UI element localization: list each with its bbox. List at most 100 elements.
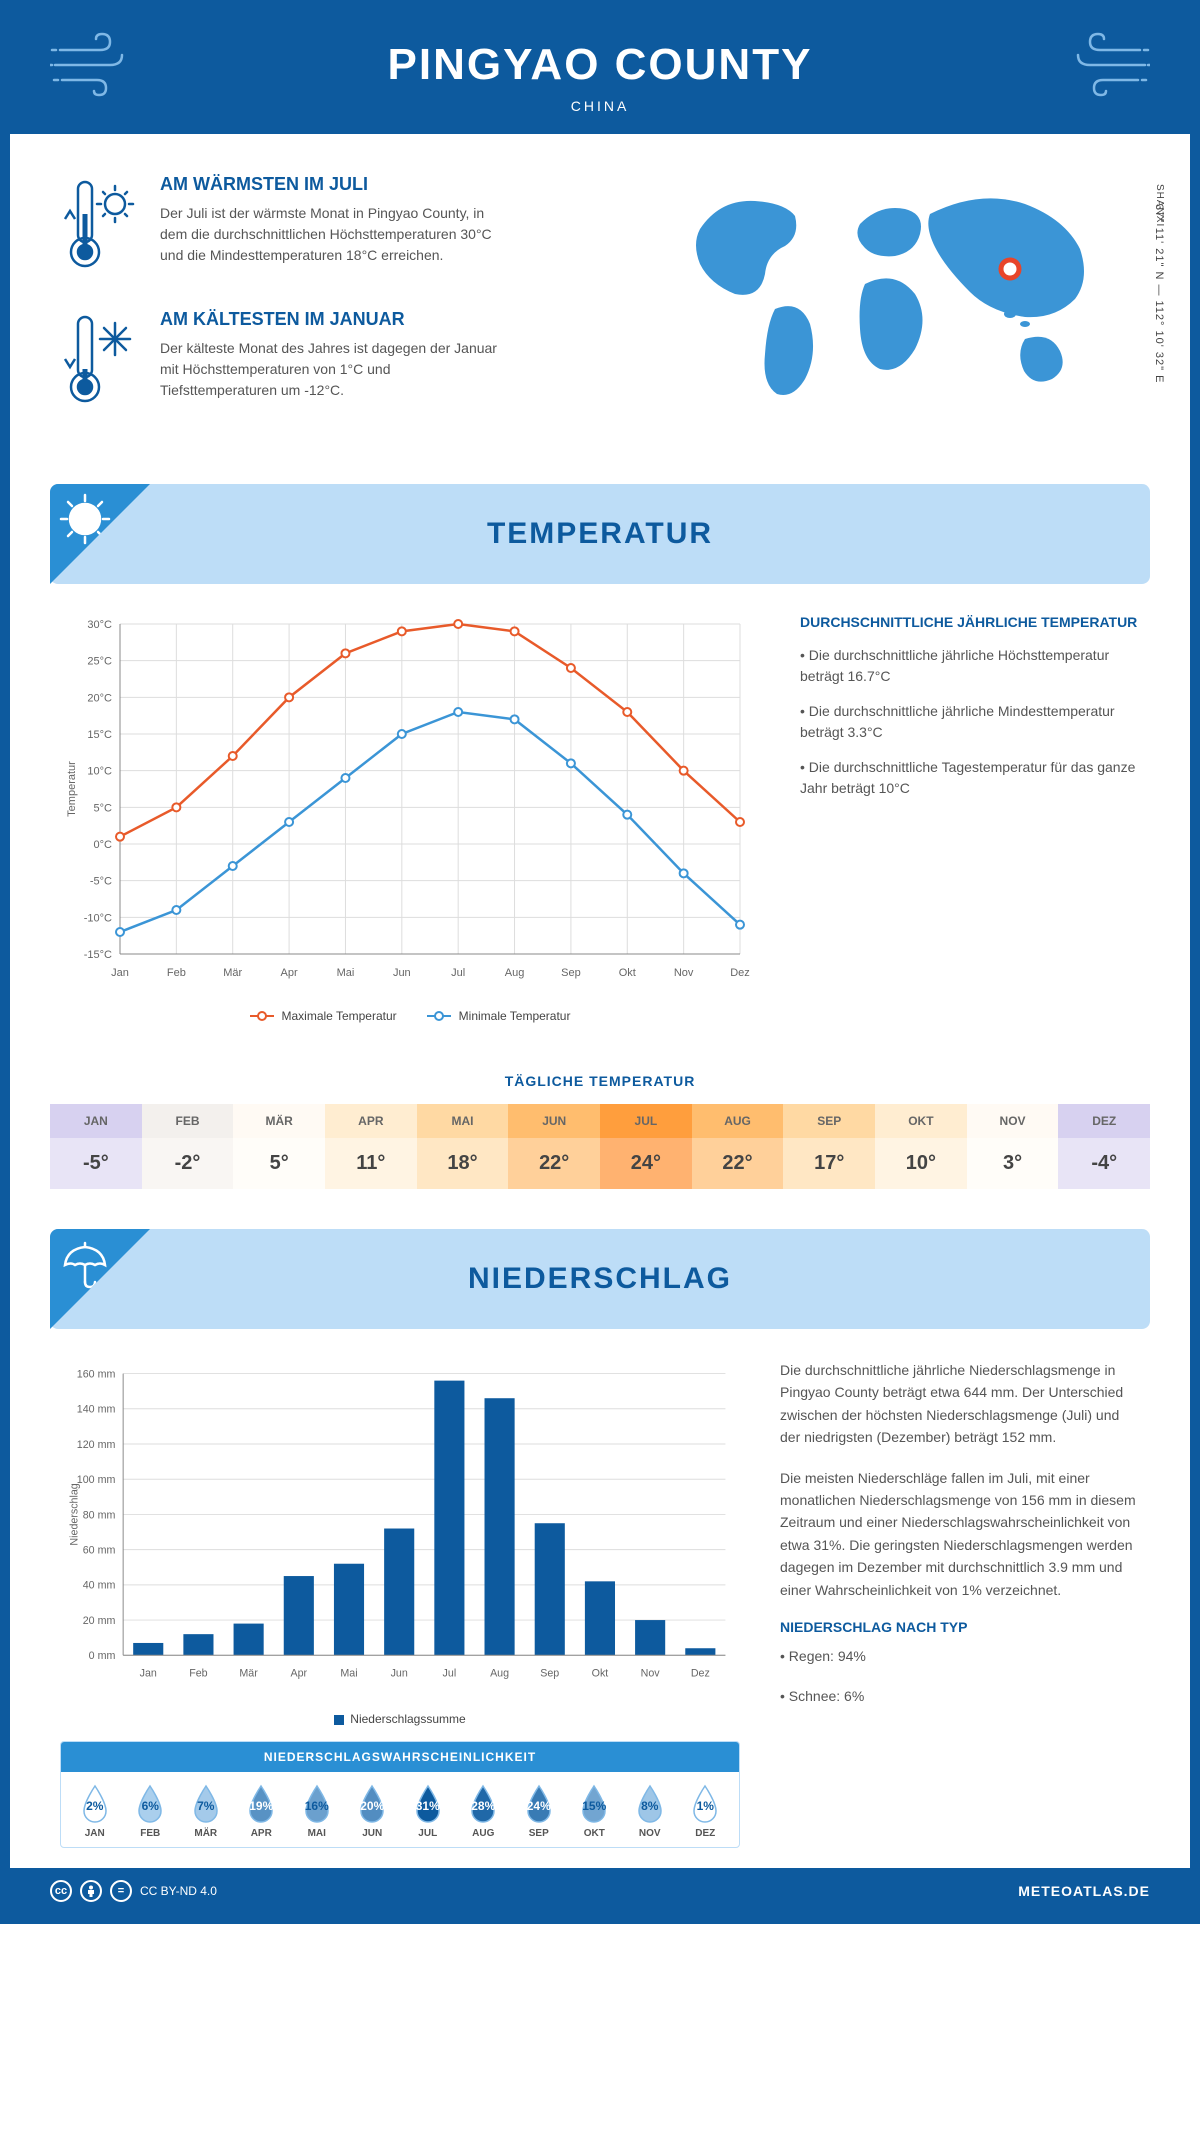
svg-text:Jun: Jun [391, 1668, 408, 1680]
daily-cell: SEP 17° [783, 1104, 875, 1189]
by-icon [80, 1880, 102, 1902]
chart-legend: Maximale Temperatur Minimale Temperatur [60, 1009, 760, 1023]
svg-text:Jul: Jul [451, 967, 465, 979]
raindrop-icon: 1% [690, 1784, 720, 1824]
raindrop-icon: 15% [579, 1784, 609, 1824]
svg-text:Dez: Dez [691, 1668, 710, 1680]
info-text: Die meisten Niederschläge fallen im Juli… [780, 1467, 1140, 1601]
svg-text:-15°C: -15°C [84, 949, 112, 961]
svg-text:Jan: Jan [140, 1668, 157, 1680]
svg-text:Jan: Jan [111, 967, 129, 979]
prob-cell: 24% SEP [511, 1784, 567, 1839]
svg-text:15°C: 15°C [87, 729, 112, 741]
svg-text:-10°C: -10°C [84, 912, 112, 924]
daily-cell: DEZ -4° [1058, 1104, 1150, 1189]
svg-text:80 mm: 80 mm [83, 1509, 116, 1521]
footer: cc = CC BY-ND 4.0 METEOATLAS.DE [10, 1868, 1190, 1914]
daily-cell: JUL 24° [600, 1104, 692, 1189]
daily-cell: JUN 22° [508, 1104, 600, 1189]
svg-text:Temperatur: Temperatur [66, 761, 78, 817]
svg-text:0 mm: 0 mm [89, 1650, 116, 1662]
info-bullet: • Die durchschnittliche Tagestemperatur … [800, 757, 1140, 799]
svg-text:25°C: 25°C [87, 656, 112, 668]
svg-text:Jun: Jun [393, 967, 411, 979]
fact-text: Der kälteste Monat des Jahres ist dagege… [160, 338, 500, 401]
section-title: TEMPERATUR [487, 517, 713, 551]
info-heading: NIEDERSCHLAG NACH TYP [780, 1619, 1140, 1635]
prob-cell: 1% DEZ [678, 1784, 734, 1839]
svg-text:10°C: 10°C [87, 766, 112, 778]
precipitation-info: Die durchschnittliche jährliche Niedersc… [780, 1359, 1140, 1848]
precipitation-chart: 0 mm20 mm40 mm60 mm80 mm100 mm120 mm140 … [60, 1359, 740, 1699]
svg-text:Aug: Aug [490, 1668, 509, 1680]
svg-text:100 mm: 100 mm [77, 1474, 116, 1486]
temperature-info: DURCHSCHNITTLICHE JÄHRLICHE TEMPERATUR •… [800, 614, 1140, 1023]
svg-text:20°C: 20°C [87, 692, 112, 704]
precip-probability-table: NIEDERSCHLAGSWAHRSCHEINLICHKEIT 2% JAN 6… [60, 1741, 740, 1848]
prob-cell: 7% MÄR [178, 1784, 234, 1839]
svg-text:140 mm: 140 mm [77, 1404, 116, 1416]
info-bullet: • Die durchschnittliche jährliche Höchst… [800, 645, 1140, 687]
section-title: NIEDERSCHLAG [468, 1262, 732, 1296]
daily-temp-heading: TÄGLICHE TEMPERATUR [10, 1073, 1190, 1089]
temperature-chart: -15°C-10°C-5°C0°C5°C10°C15°C20°C25°C30°C… [60, 614, 760, 1023]
svg-text:Nov: Nov [641, 1668, 661, 1680]
svg-text:Mai: Mai [340, 1668, 357, 1680]
license: cc = CC BY-ND 4.0 [50, 1880, 217, 1902]
raindrop-icon: 16% [302, 1784, 332, 1824]
prob-cell: 8% NOV [622, 1784, 678, 1839]
daily-cell: NOV 3° [967, 1104, 1059, 1189]
raindrop-icon: 28% [468, 1784, 498, 1824]
svg-text:Okt: Okt [592, 1668, 609, 1680]
svg-text:40 mm: 40 mm [83, 1580, 116, 1592]
svg-text:Feb: Feb [189, 1668, 207, 1680]
fact-coldest: AM KÄLTESTEN IM JANUAR Der kälteste Mona… [60, 309, 630, 414]
svg-text:Nov: Nov [674, 967, 694, 979]
prob-cell: 16% MAI [289, 1784, 345, 1839]
svg-text:Feb: Feb [167, 967, 186, 979]
header: PINGYAO COUNTY CHINA [10, 10, 1190, 134]
svg-text:Jul: Jul [443, 1668, 457, 1680]
info-bullet: • Die durchschnittliche jährliche Mindes… [800, 701, 1140, 743]
fact-heading: AM WÄRMSTEN IM JULI [160, 174, 500, 195]
svg-text:160 mm: 160 mm [77, 1368, 116, 1380]
svg-text:Mai: Mai [337, 967, 355, 979]
svg-text:Apr: Apr [281, 967, 298, 979]
chart-legend: Niederschlagssumme [60, 1712, 740, 1726]
daily-temp-table: JAN -5° FEB -2° MÄR 5° APR 11° MAI 18° J… [50, 1104, 1150, 1189]
coordinates: 37° 11' 21" N — 112° 10' 32" E [1153, 204, 1165, 383]
svg-text:0°C: 0°C [94, 839, 113, 851]
fact-warmest: AM WÄRMSTEN IM JULI Der Juli ist der wär… [60, 174, 630, 279]
raindrop-icon: 6% [135, 1784, 165, 1824]
thermometer-snow-icon [60, 309, 140, 414]
svg-text:120 mm: 120 mm [77, 1439, 116, 1451]
raindrop-icon: 31% [413, 1784, 443, 1824]
thermometer-sun-icon [60, 174, 140, 279]
info-bullet: • Regen: 94% [780, 1645, 1140, 1667]
info-text: Die durchschnittliche jährliche Niedersc… [780, 1359, 1140, 1449]
svg-text:-5°C: -5°C [90, 876, 112, 888]
daily-cell: MAI 18° [417, 1104, 509, 1189]
sun-icon [58, 492, 113, 547]
wind-icon [50, 30, 150, 105]
info-heading: DURCHSCHNITTLICHE JÄHRLICHE TEMPERATUR [800, 614, 1140, 630]
daily-cell: APR 11° [325, 1104, 417, 1189]
daily-cell: MÄR 5° [233, 1104, 325, 1189]
svg-text:Okt: Okt [619, 967, 636, 979]
raindrop-icon: 2% [80, 1784, 110, 1824]
prob-cell: 28% AUG [456, 1784, 512, 1839]
umbrella-icon [58, 1237, 113, 1292]
prob-cell: 6% FEB [123, 1784, 179, 1839]
svg-text:20 mm: 20 mm [83, 1615, 116, 1627]
section-header-precip: NIEDERSCHLAG [50, 1229, 1150, 1329]
daily-cell: FEB -2° [142, 1104, 234, 1189]
intro-section: AM WÄRMSTEN IM JULI Der Juli ist der wär… [10, 134, 1190, 474]
prob-cell: 31% JUL [400, 1784, 456, 1839]
svg-text:Niederschlag: Niederschlag [68, 1483, 80, 1545]
daily-cell: OKT 10° [875, 1104, 967, 1189]
raindrop-icon: 19% [246, 1784, 276, 1824]
prob-cell: 15% OKT [567, 1784, 623, 1839]
prob-cell: 19% APR [234, 1784, 290, 1839]
page-title: PINGYAO COUNTY [30, 40, 1170, 90]
prob-cell: 20% JUN [345, 1784, 401, 1839]
